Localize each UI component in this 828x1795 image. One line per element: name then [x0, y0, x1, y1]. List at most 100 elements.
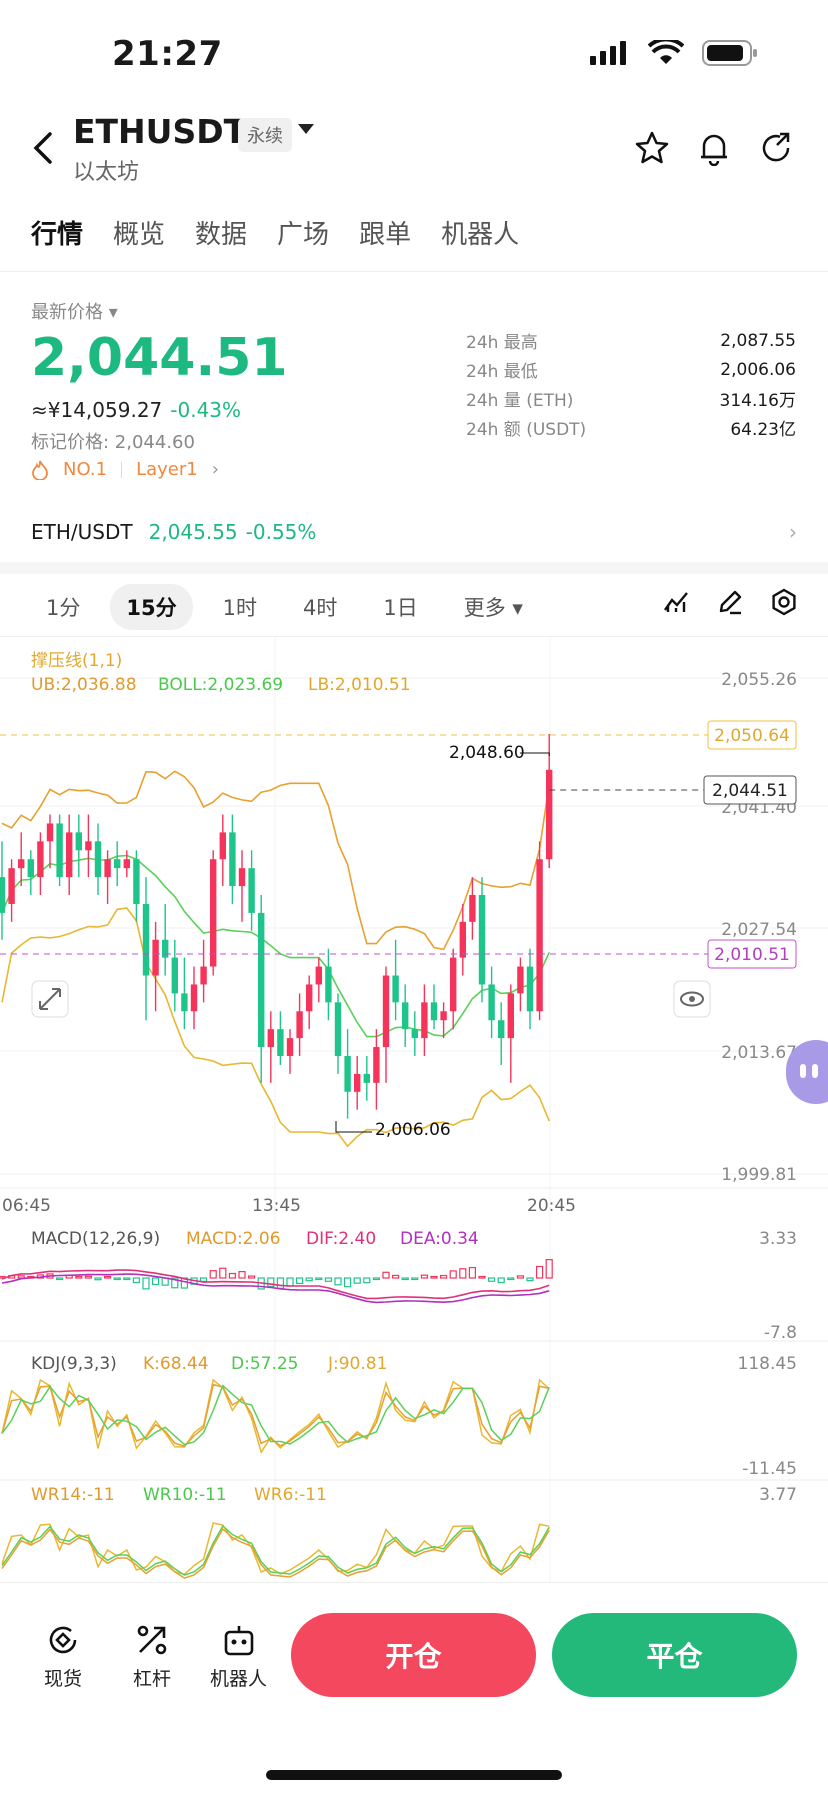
candle-body — [0, 877, 6, 913]
kdj-ymax: 118.45 — [738, 1354, 797, 1374]
macd-bar — [507, 1277, 515, 1281]
tab-market[interactable]: 行情 — [31, 220, 84, 250]
candle-body — [411, 1029, 418, 1039]
candle-body — [277, 1029, 284, 1057]
draw-icon[interactable] — [716, 588, 744, 616]
stat-label: 24h 额 (USDT) — [466, 420, 587, 440]
macd-bar — [468, 1266, 476, 1279]
tab-data[interactable]: 数据 — [195, 220, 248, 250]
macd-bar — [420, 1274, 428, 1279]
nav-spot-label: 现货 — [44, 1668, 83, 1690]
contract-badge: 永续 — [238, 118, 292, 152]
expand-icon[interactable] — [31, 980, 69, 1018]
tf-4h[interactable]: 4时 — [302, 596, 338, 620]
candle-body — [536, 859, 543, 1012]
kdj-title: KDJ(9,3,3) — [31, 1354, 117, 1374]
divider — [0, 271, 828, 272]
candle-body — [94, 841, 102, 878]
price-lines — [0, 734, 708, 1133]
candle-body — [334, 1002, 342, 1057]
tf-1m[interactable]: 1分 — [46, 596, 81, 620]
candle-body — [354, 1073, 361, 1092]
candle-body — [421, 1002, 428, 1039]
assistant-icon — [800, 1064, 818, 1078]
tab-copy[interactable]: 跟单 — [359, 220, 412, 250]
tab-overview[interactable]: 概览 — [113, 220, 166, 250]
nav-spot[interactable]: 现货 — [44, 1622, 82, 1691]
macd-bar — [497, 1277, 505, 1284]
candle-body — [373, 1047, 380, 1083]
macd-bar — [478, 1275, 486, 1279]
candle-body — [27, 859, 34, 878]
chevron-down-icon[interactable] — [298, 124, 314, 136]
min-price-label: 2,006.06 — [375, 1120, 451, 1140]
kdj-j: J:90.81 — [327, 1354, 387, 1374]
chart-tools — [662, 588, 798, 616]
nav-leverage[interactable]: 杠杆 — [133, 1622, 171, 1691]
macd-bar — [123, 1277, 131, 1281]
tab-bot[interactable]: 机器人 — [441, 220, 520, 250]
macd-bar — [545, 1259, 553, 1279]
macd-bar — [171, 1277, 179, 1289]
resistance-box — [707, 720, 797, 750]
eye-icon[interactable] — [673, 980, 711, 1018]
macd-bar — [382, 1271, 390, 1279]
candle-body — [248, 868, 255, 913]
boll-ub-label: UB:2,036.88 — [31, 675, 137, 695]
spot-pair-row[interactable]: ETH/USDT 2,045.55 -0.55% › — [31, 520, 797, 544]
tab-square[interactable]: 广场 — [277, 220, 330, 250]
nav-robot[interactable]: 机器人 — [210, 1622, 267, 1691]
tf-more[interactable]: 更多 ▾ — [463, 596, 523, 620]
macd-bar — [113, 1277, 121, 1281]
candle-body — [123, 859, 130, 869]
divider — [0, 636, 828, 637]
candle-body — [66, 832, 73, 878]
macd-ymin: -7.8 — [764, 1323, 797, 1343]
tf-1h[interactable]: 1时 — [222, 596, 257, 620]
wr10-line — [1, 1524, 550, 1576]
spot-pair: ETH/USDT — [31, 520, 133, 544]
kline-chart[interactable]: 撑压线(1,1) UB:2,036.88 BOLL:2,023.69 LB:2,… — [0, 638, 828, 1583]
spot-icon — [49, 1626, 77, 1654]
share-icon[interactable] — [758, 130, 794, 166]
candle-body — [8, 868, 15, 904]
robot-icon — [224, 1626, 253, 1656]
candle-body — [162, 939, 169, 958]
assistant-bubble[interactable] — [786, 1040, 828, 1104]
macd-bar — [363, 1277, 371, 1284]
tf-15m[interactable]: 15分 — [110, 584, 193, 630]
macd-bar — [75, 1275, 83, 1279]
candle-body — [478, 895, 486, 985]
star-icon[interactable] — [634, 130, 670, 166]
stat-value: 2,087.55 — [720, 330, 796, 351]
y-tick: 2,027.54 — [721, 920, 797, 940]
stat-value: 2,006.06 — [720, 359, 796, 380]
macd-bar — [228, 1272, 236, 1279]
pair-title[interactable]: ETHUSDT — [73, 112, 247, 151]
x-tick: 13:45 — [252, 1196, 301, 1216]
indicator-icon[interactable] — [662, 588, 690, 616]
tags[interactable]: NO.1 Layer1 › — [31, 459, 219, 480]
macd-bar — [315, 1277, 323, 1281]
latest-price-label[interactable]: 最新价格 ▾ — [31, 302, 118, 323]
macd-bar — [324, 1277, 332, 1282]
open-position-button[interactable]: 开仓 — [291, 1613, 536, 1697]
macd-bar — [449, 1270, 457, 1279]
candle-body — [306, 984, 313, 1012]
tf-1d[interactable]: 1日 — [383, 596, 418, 620]
macd-value: MACD:2.06 — [186, 1229, 281, 1249]
price-change: -0.43% — [170, 398, 242, 422]
candle-body — [344, 1056, 351, 1092]
back-icon[interactable] — [28, 128, 58, 168]
close-position-button[interactable]: 平仓 — [552, 1613, 797, 1697]
macd-bar — [353, 1277, 361, 1284]
x-tick: 06:45 — [2, 1196, 51, 1216]
candle-body — [325, 966, 332, 1003]
chevron-right-icon: › — [789, 520, 797, 544]
last-price-label: 2,044.51 — [712, 781, 788, 801]
timeframe-bar: 1分 15分 1时 4时 1日 更多 ▾ — [30, 584, 539, 630]
bell-icon[interactable] — [696, 130, 732, 166]
min-price-pointer — [335, 1121, 372, 1133]
main-tabs: 行情 概览 数据 广场 跟单 机器人 — [31, 214, 519, 251]
settings-icon[interactable] — [770, 588, 798, 616]
